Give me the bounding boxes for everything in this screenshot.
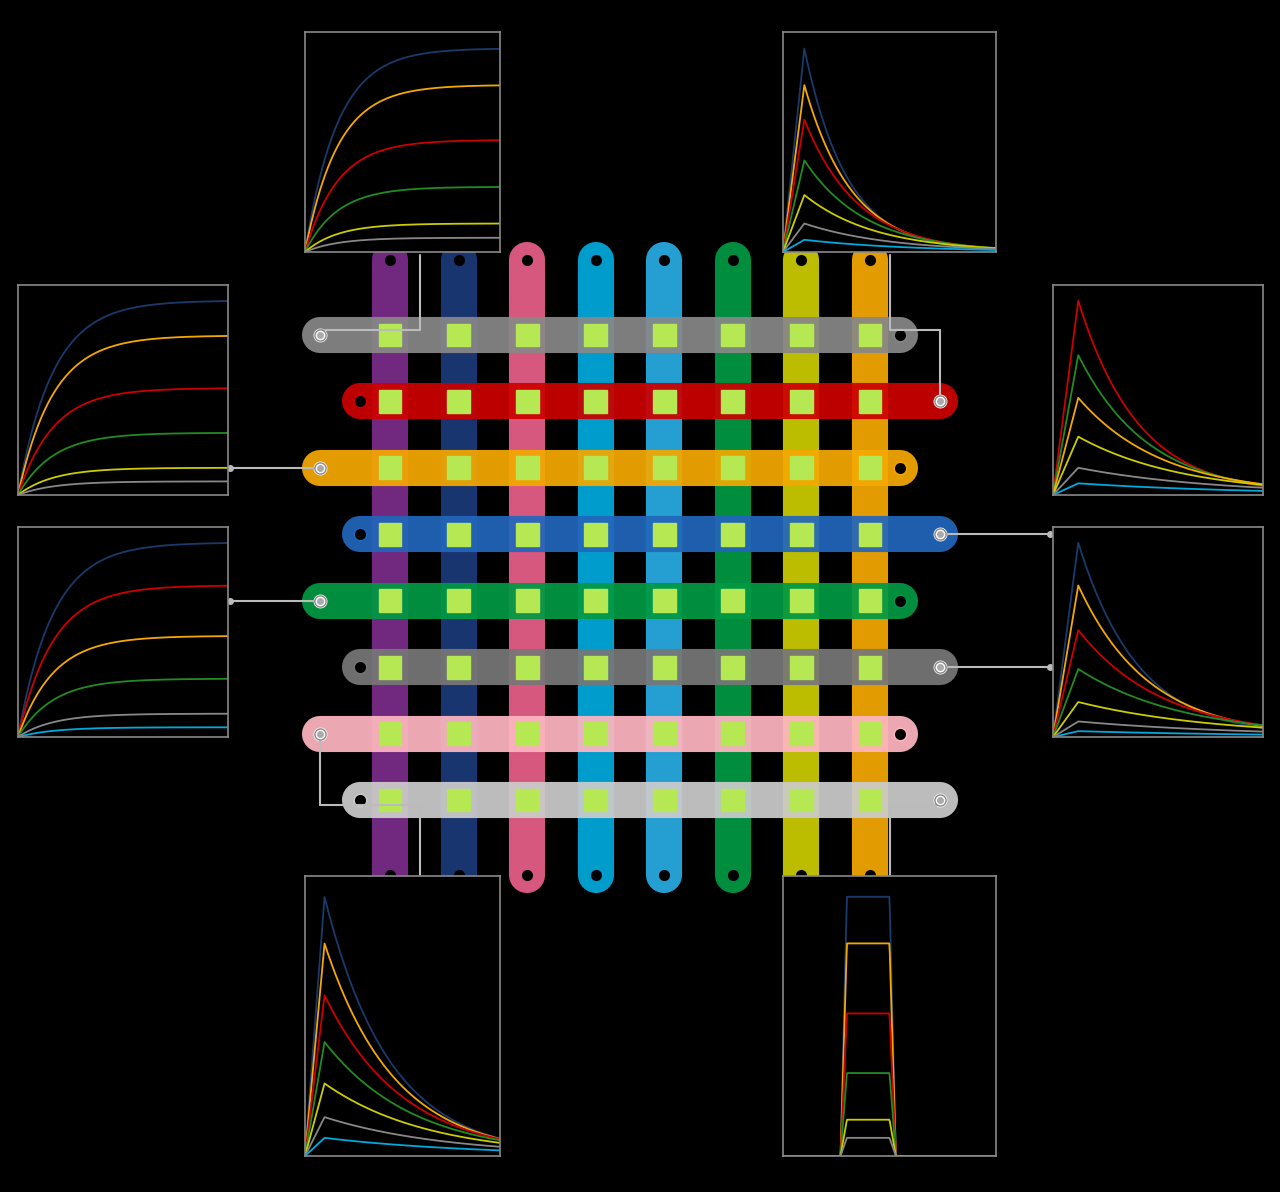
Bar [516,390,539,412]
Bar [722,656,744,678]
Bar [584,457,607,479]
Bar [790,656,813,678]
Bar [790,457,813,479]
Bar [722,457,744,479]
Bar [859,457,882,479]
Bar [859,323,882,347]
Bar [516,457,539,479]
Bar [379,789,402,812]
Bar [584,789,607,812]
Bar [447,323,470,347]
Bar [653,656,676,678]
Bar [584,656,607,678]
Bar [516,323,539,347]
Bar [447,656,470,678]
Bar [653,390,676,412]
Bar [379,523,402,546]
Bar [584,589,607,613]
Bar [722,390,744,412]
Bar [584,323,607,347]
Bar [790,323,813,347]
Bar [379,457,402,479]
Bar [722,722,744,745]
Bar [859,523,882,546]
Bar [516,589,539,613]
Bar [790,789,813,812]
Bar [653,589,676,613]
Bar [516,722,539,745]
Bar [722,589,744,613]
Bar [653,457,676,479]
Bar [859,589,882,613]
Bar [653,789,676,812]
Bar [859,656,882,678]
Bar [447,390,470,412]
Bar [790,722,813,745]
Bar [447,589,470,613]
Bar [379,722,402,745]
Bar [516,789,539,812]
Bar [584,390,607,412]
Bar [447,523,470,546]
Bar [379,323,402,347]
Bar [516,656,539,678]
Bar [379,589,402,613]
Bar [790,390,813,412]
Bar [447,789,470,812]
Bar [516,523,539,546]
Bar [722,523,744,546]
Bar [790,523,813,546]
Bar [653,523,676,546]
Bar [447,457,470,479]
Bar [653,323,676,347]
Bar [379,656,402,678]
Bar [584,722,607,745]
Bar [859,390,882,412]
Bar [722,789,744,812]
Bar [859,789,882,812]
Bar [653,722,676,745]
Bar [584,523,607,546]
Bar [722,323,744,347]
Bar [379,390,402,412]
Bar [447,722,470,745]
Bar [790,589,813,613]
Bar [859,722,882,745]
